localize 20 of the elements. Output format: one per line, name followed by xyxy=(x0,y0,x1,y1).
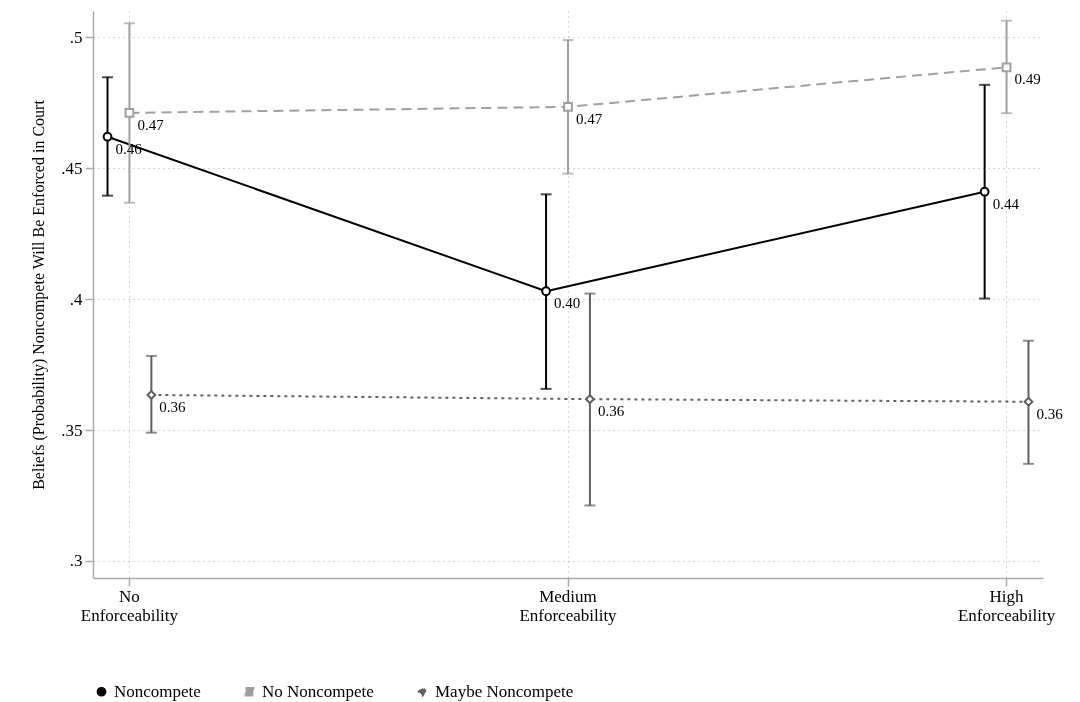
y-tick-label: .5 xyxy=(69,27,83,47)
legend-label: Noncompete xyxy=(114,681,201,701)
data-label: 0.47 xyxy=(576,110,603,127)
x-tick-label: No Enforceability xyxy=(80,586,179,625)
y-tick-label: .45 xyxy=(61,158,83,178)
data-label: 0.40 xyxy=(554,295,581,312)
y-tick-label: .35 xyxy=(61,420,83,440)
y-tick-label: .3 xyxy=(69,551,83,571)
y-axis-title: Beliefs (Probability) Noncompete Will Be Enforced in Court xyxy=(30,99,49,490)
x-tick-label: Medium Enforceability xyxy=(519,586,618,625)
data-label: 0.49 xyxy=(1014,71,1041,88)
data-label: 0.44 xyxy=(992,195,1020,212)
data-label: 0.36 xyxy=(597,403,625,420)
data-label: 0.36 xyxy=(1036,405,1064,422)
legend-label: No Noncompete xyxy=(262,681,374,701)
y-tick-label: .4 xyxy=(69,289,83,309)
legend-label: Maybe Noncompete xyxy=(435,681,574,701)
data-label: 0.47 xyxy=(137,116,165,133)
x-tick-label: High Enforceability xyxy=(957,586,1056,625)
data-label: 0.36 xyxy=(159,398,187,415)
